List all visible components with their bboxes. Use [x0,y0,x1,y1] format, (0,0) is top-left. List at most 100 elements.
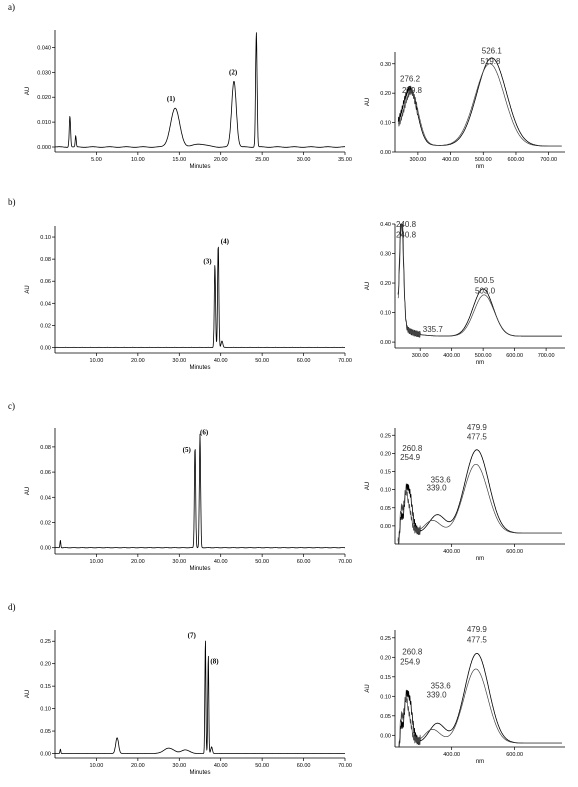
panel-a-spectrum-maximum-label: 526.1 [482,46,503,55]
panel-d-spectrum-maximum-label: 353.6 [431,682,452,691]
panel-c-chromatogram-y-tick-label: 0.02 [40,521,51,527]
panel-b-spectrum-x-tick-label: 500.00 [475,353,492,359]
panel-a-spectrum-maximum-label: 276.2 [400,74,421,83]
panel-a-chromatogram-x-tick-label: 20.00 [214,157,228,163]
panel-b-chromatogram-trace [54,246,346,348]
panel-b-chromatogram-x-tick-label: 30.00 [172,358,186,364]
panel-c-chromatogram-x-tick-label: 50.00 [255,559,269,565]
panel-b-chromatogram-x-tick-label: 10.00 [90,358,104,364]
panel-c-spectrum-maximum-label: 353.6 [431,475,452,484]
panel-b-spectrum-x-tick-label: 600.00 [506,353,523,359]
panel-a-chromatogram-x-tick-label: 30.00 [297,157,311,163]
panel-c-chromatogram-x-tick-label: 40.00 [214,559,228,565]
panel-a-spectrum-x-tick-label: 700.00 [540,157,557,163]
panel-d-spectrum-maximum-label: 339.0 [427,690,448,699]
panel-a-chromatogram-axes: 5.00 10.00 15.00 20.00 25.00 30.00 35.00 0.000 0… [25,30,352,170]
panel-c-spectrum-maximum-label: 254.9 [400,453,421,462]
panel-c-chromatogram-x-tick-label: 60.00 [297,559,311,565]
panel-c-spectrum-x-label: nm [476,556,484,562]
panel-c-chromatogram-x-label: Minutes [189,566,210,572]
panel-b-spectrum-maximum-label: 500.5 [474,276,495,285]
panel-b-spectrum-x-tick-label: 300.00 [412,353,429,359]
panel-d-chromatogram-axes: 10.00 20.00 30.00 40.00 50.00 60.00 70.00 0.00 0… [25,630,352,776]
panel-d-spectrum-axes: 400.00 600.00 0.00 0.05 0.10 0.15 0.20 0.25 nm AU [365,630,565,765]
panel-c-spectrum-axes: 400.00 600.00 0.00 0.05 0.10 0.15 0.20 0.25 nm AU [365,428,565,562]
panel-b-chromatogram-peak-label: (3) [203,258,212,266]
panel-c-chromatogram-y-tick-label: 0.00 [40,546,51,552]
panel-c-spectrum-x-tick-label: 600.00 [506,549,523,555]
panel-a-spectrum-x-tick-label: 600.00 [508,157,525,163]
panel-label-c: c) [8,401,15,411]
panel-c-chromatogram-peak-label: (5) [183,446,192,454]
panel-a-chromatogram-x-tick-label: 35.00 [338,157,352,163]
panel-a-chromatogram-y-label: AU [25,87,31,95]
panel-label-a: a) [8,2,15,12]
panel-c-chromatogram-x-tick-label: 70.00 [338,559,352,565]
panel-d-spectrum-maximum-label: 479.9 [467,625,488,634]
panel-b-spectrum-y-tick-label: 0.40 [380,222,391,228]
panel-b-chromatogram-y-tick-label: 0.08 [40,257,51,263]
panel-label-d: d) [8,602,16,612]
panel-c-spectrum-maximum-label: 339.0 [427,484,448,493]
panel-b-chromatogram-y-tick-label: 0.10 [40,235,51,241]
panel-b-chromatogram-y-tick-label: 0.00 [40,345,51,351]
panel-b-spectrum-maximum-label: 335.7 [423,325,444,334]
panel-c-chromatogram-x-tick-label: 20.00 [131,559,145,565]
panel-d-spectrum-maximum-label: 254.9 [400,657,421,666]
panel-a-chromatogram-x-tick-label: 15.00 [172,157,186,163]
panel-b-chromatogram-x-tick-label: 70.00 [338,358,352,364]
panel-a-chromatogram-trace [54,32,346,148]
panel-b-spectrum-trace-2 [397,223,562,338]
panel-a-spectrum-x-tick-label: 500.00 [475,157,492,163]
panel-a-chromatogram-y-tick-label: 0.040 [37,45,51,51]
panel-b-chromatogram-y-tick-label: 0.06 [40,279,51,285]
panel-label-b: b) [8,197,16,207]
panel-d-chromatogram-trace [54,640,346,754]
panel-b-chromatogram-x-label: Minutes [189,365,210,371]
panel-c-chromatogram-y-tick-label: 0.06 [40,470,51,476]
panel-b-chromatogram-peak-label: (4) [221,238,230,246]
panel-c-spectrum-maximum-label: 260.8 [402,444,423,453]
panel-a-spectrum-y-label: AU [365,98,371,106]
panel-d-chromatogram-y-tick-label: 0.20 [40,662,51,668]
panel-c-spectrum-y-tick-label: 0.15 [380,470,391,476]
panel-b-spectrum-axes: 300.00 400.00 500.00 600.00 700.00 0.00 0.10 0.… [365,222,565,366]
panel-d-chromatogram-y-tick-label: 0.00 [40,752,51,758]
panel-c-chromatogram-peak-label: (6) [200,428,209,436]
panel-c-chromatogram-x-tick-label: 30.00 [172,559,186,565]
panel-b-chromatogram-y-label: AU [25,285,31,293]
panel-c-spectrum-y-tick-label: 0.00 [380,524,391,530]
panel-d-chromatogram-y-tick-label: 0.10 [40,707,51,713]
panel-d-chromatogram-y-tick-label: 0.15 [40,684,51,690]
panel-c-spectrum-y-tick-label: 0.05 [380,506,391,512]
panel-d-spectrum-trace-2 [398,668,562,748]
panel-a-spectrum-y-tick-label: 0.00 [380,150,391,156]
panel-b-chromatogram-x-tick-label: 60.00 [297,358,311,364]
panel-d-spectrum-y-tick-label: 0.10 [380,694,391,700]
panel-b-spectrum-maximum-label: 240.8 [396,220,417,229]
panel-b-chromatogram-axes: 10.00 20.00 30.00 40.00 50.00 60.00 70.00 0.00 0… [25,226,352,371]
panel-a-spectrum-trace-1 [397,57,562,147]
panel-c-spectrum-y-label: AU [365,482,371,490]
panel-a-spectrum-y-tick-label: 0.10 [380,121,391,127]
panel-b-spectrum-maximum-label: 503.0 [475,286,496,295]
panel-b-spectrum-maximum-label: 240.8 [396,230,417,239]
panel-d-chromatogram-x-label: Minutes [189,770,210,776]
panel-c-spectrum-y-tick-label: 0.25 [380,433,391,439]
panel-c-spectrum-maximum-label: 479.9 [467,423,488,432]
panel-d-chromatogram-y-tick-label: 0.25 [40,639,51,645]
panel-a-spectrum-maximum-label: 279.8 [402,86,423,95]
panel-b-spectrum-y-tick-label: 0.00 [380,340,391,346]
panel-d-chromatogram-peak-label: (7) [188,632,197,640]
panel-b-chromatogram-y-tick-label: 0.02 [40,323,51,329]
panel-b-spectrum-y-label: AU [365,282,371,290]
panel-c-spectrum-x-tick-label: 400.00 [443,549,460,555]
panel-c-chromatogram-y-tick-label: 0.04 [40,495,51,501]
panel-a-chromatogram-peak-label: (1) [167,95,176,103]
panel-a-chromatogram-x-tick-label: 25.00 [255,157,269,163]
panel-c-chromatogram-axes: 10.00 20.00 30.00 40.00 50.00 60.00 70.00 0.00 0… [25,428,352,572]
panel-c-spectrum-trace-2 [397,463,562,545]
panel-a-chromatogram-y-tick-label: 0.000 [37,145,51,151]
panel-d-spectrum-x-tick-label: 600.00 [506,752,523,758]
panel-a-chromatogram-y-tick-label: 0.010 [37,120,51,126]
